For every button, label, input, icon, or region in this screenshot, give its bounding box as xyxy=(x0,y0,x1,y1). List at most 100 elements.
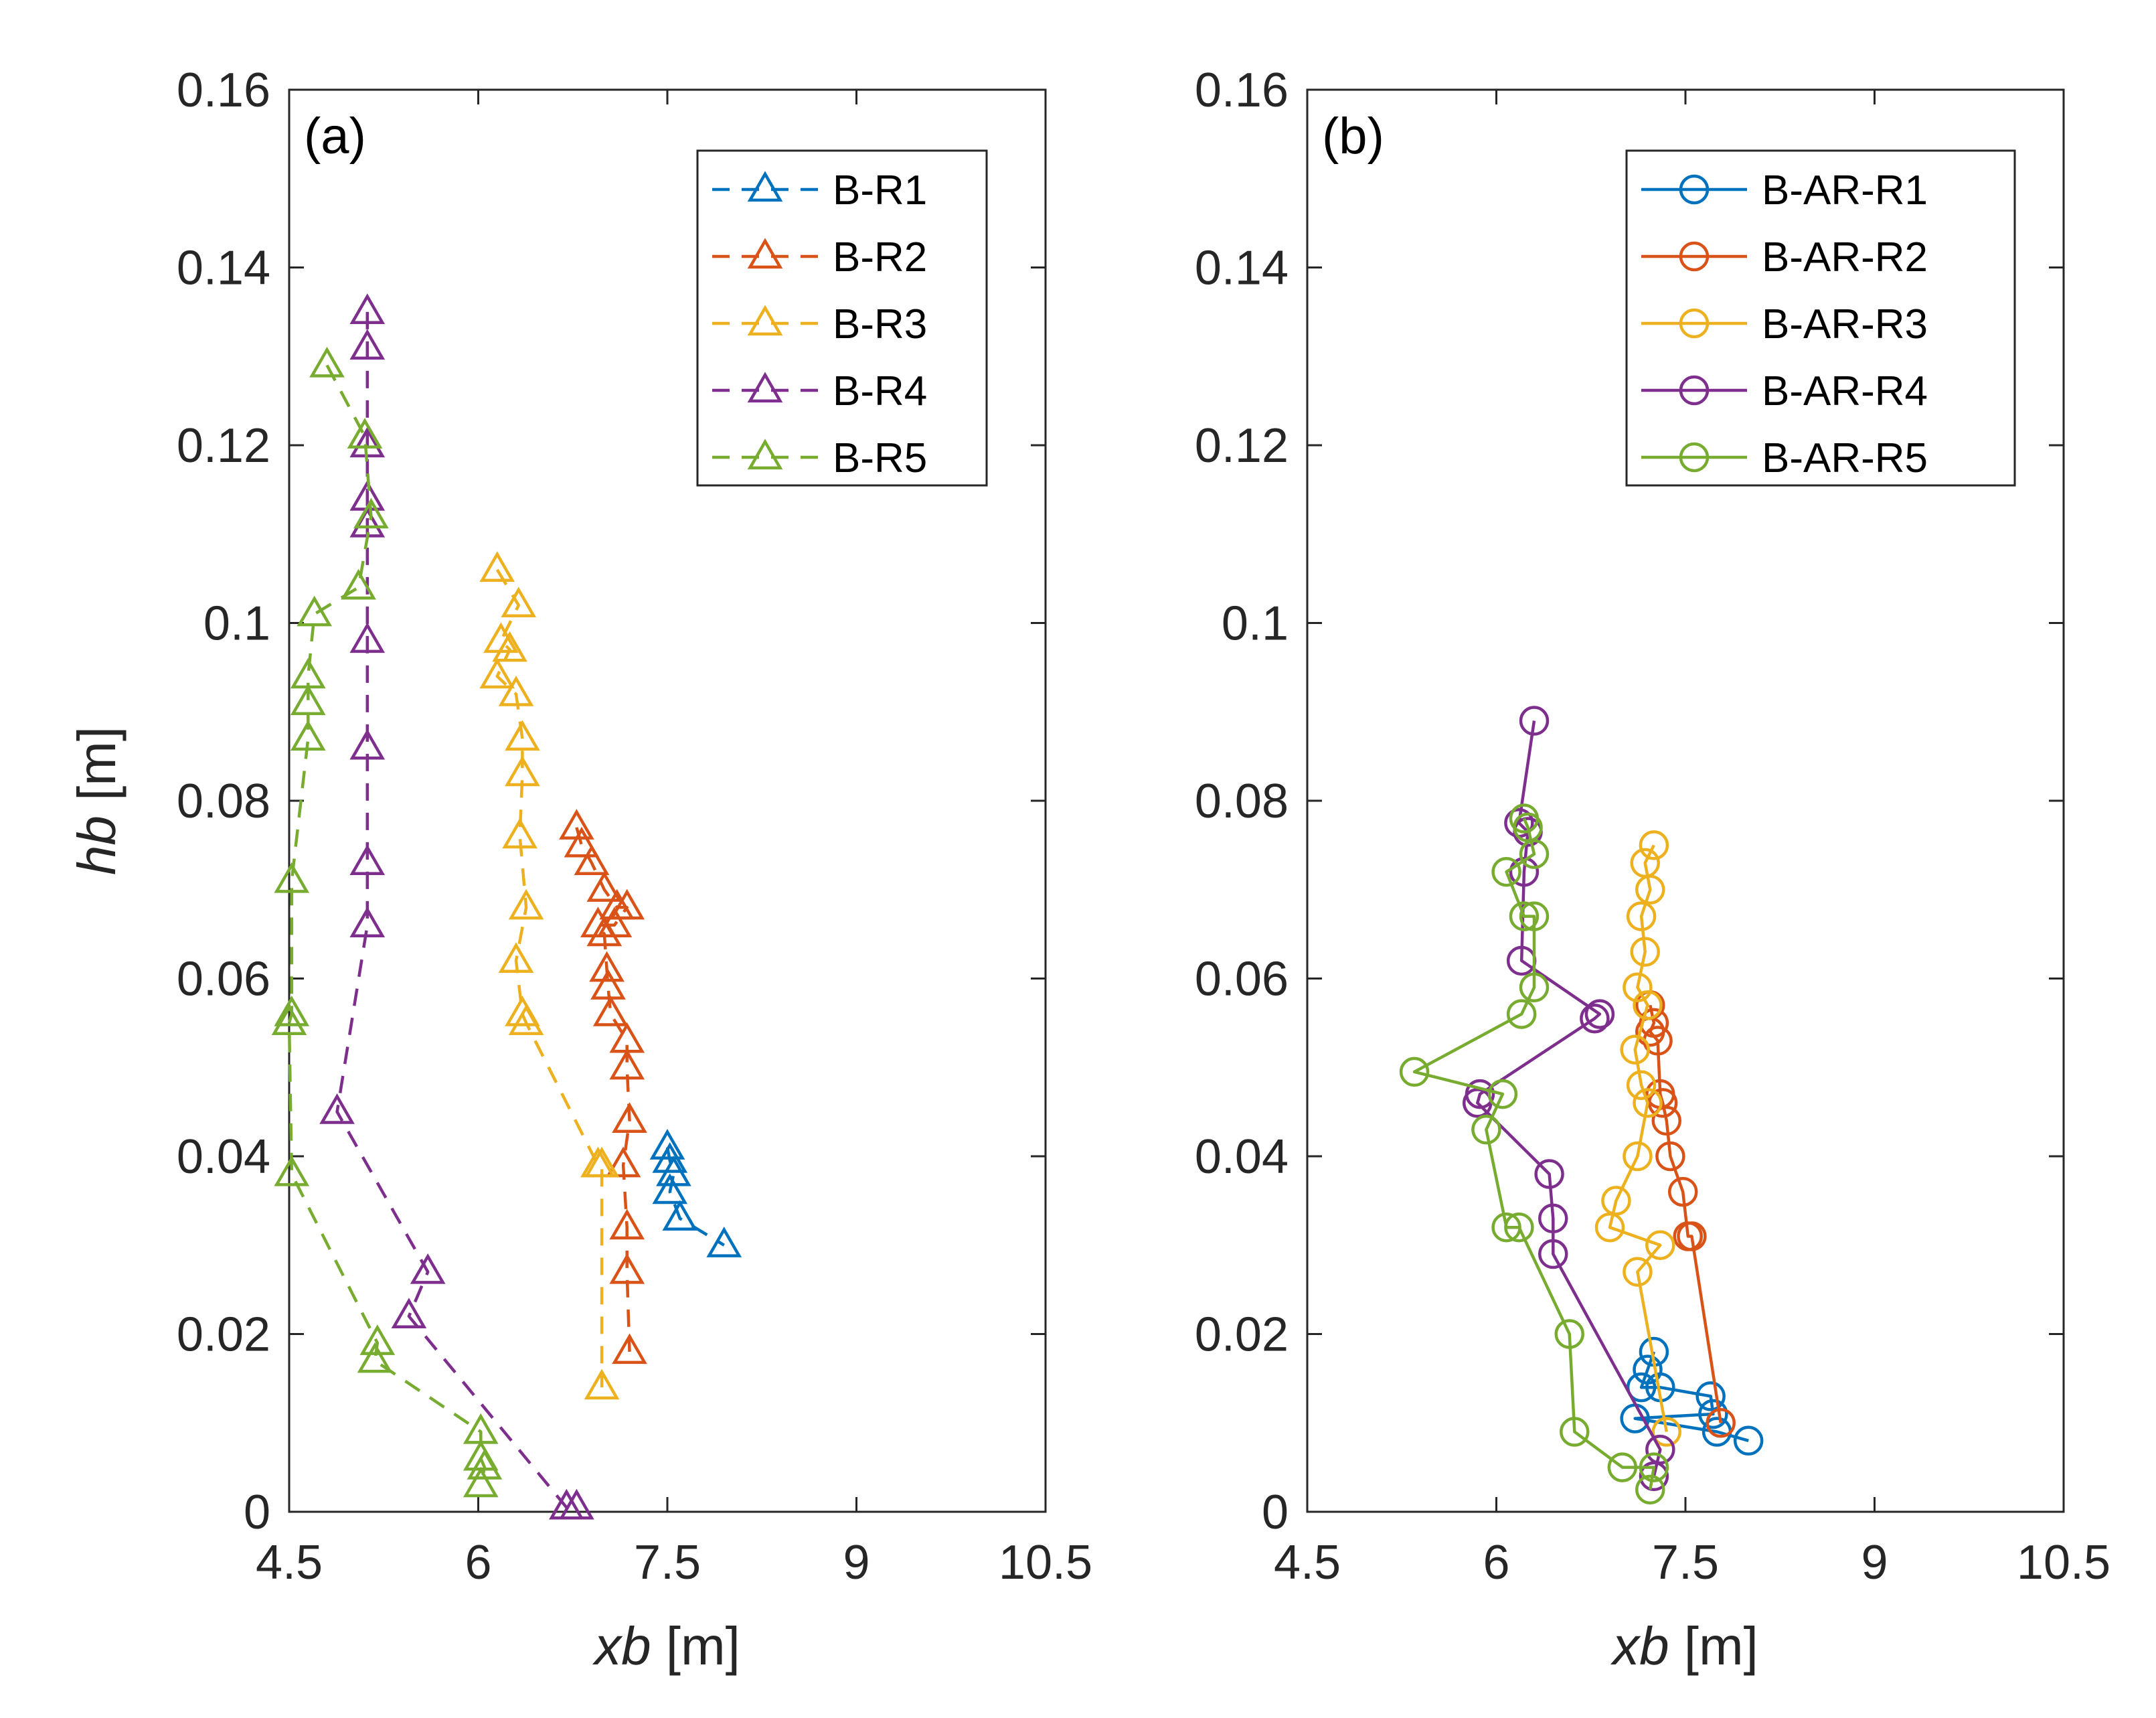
panel-label: (b) xyxy=(1322,108,1384,165)
data-point xyxy=(1584,999,1615,1029)
data-point xyxy=(349,907,386,937)
data-point xyxy=(463,1466,499,1498)
y-tick-label: 0.12 xyxy=(177,419,270,473)
data-point xyxy=(1651,1417,1681,1447)
data-point xyxy=(1639,1452,1669,1482)
data-point xyxy=(574,844,610,876)
data-point xyxy=(1633,1088,1663,1118)
data-point xyxy=(564,826,600,858)
y-tick-label: 0 xyxy=(244,1486,270,1539)
data-point xyxy=(592,995,629,1026)
data-point xyxy=(1639,1461,1669,1492)
legend-box xyxy=(1625,149,2016,487)
data-point xyxy=(1633,990,1663,1020)
y-tick-label: 0.1 xyxy=(203,597,270,651)
data-point xyxy=(1651,1105,1681,1136)
legend-box xyxy=(696,149,988,487)
data-point xyxy=(1623,1141,1653,1172)
y-tick-label: 0.16 xyxy=(1195,64,1289,117)
data-point xyxy=(1733,1425,1764,1456)
data-point xyxy=(1471,1114,1501,1145)
data-point xyxy=(1645,1230,1675,1260)
data-point xyxy=(501,587,537,618)
data-point xyxy=(612,1333,647,1364)
data-point xyxy=(1509,901,1540,931)
data-point xyxy=(1491,1212,1521,1243)
data-point xyxy=(349,844,386,876)
data-point xyxy=(1594,1212,1625,1243)
data-point xyxy=(1560,1417,1590,1447)
data-point xyxy=(612,1102,647,1133)
x-tick-label: 4.5 xyxy=(1274,1536,1341,1589)
data-point xyxy=(1639,830,1669,860)
legend-marker xyxy=(747,372,783,403)
data-point xyxy=(652,1142,688,1173)
data-point xyxy=(1519,972,1550,1003)
data-point xyxy=(1519,706,1550,736)
x-tick-label: 10.5 xyxy=(2017,1536,2110,1589)
legend-marker xyxy=(747,238,783,269)
data-point xyxy=(349,293,386,324)
data-point xyxy=(1554,1319,1584,1349)
data-point xyxy=(1623,1257,1653,1287)
legend: B-AR-R1 B-AR-R2 B-AR-R3 B-AR-R4 B-AR-R5 xyxy=(1625,149,2016,487)
legend-entry: B-R3 xyxy=(833,301,927,347)
data-point xyxy=(479,657,515,689)
legend-entry: B-AR-R2 xyxy=(1762,234,1928,281)
data-point xyxy=(586,871,623,902)
legend-entry: B-R2 xyxy=(833,234,927,281)
y-tick-label: 0.02 xyxy=(177,1308,270,1362)
data-point xyxy=(1509,856,1540,887)
data-point xyxy=(1534,1159,1564,1189)
y-tick-label: 0.1 xyxy=(1222,597,1289,651)
data-point xyxy=(706,1227,742,1257)
data-point xyxy=(349,728,386,760)
data-point xyxy=(341,568,376,600)
data-point xyxy=(498,942,534,973)
x-axis-label: xb [m] xyxy=(592,1616,740,1676)
y-tick-label: 0.04 xyxy=(1195,1130,1289,1184)
y-tick-label: 0.06 xyxy=(177,953,270,1006)
legend-marker xyxy=(747,305,783,336)
x-tick-label: 7.5 xyxy=(1652,1536,1719,1589)
legend-marker xyxy=(1679,442,1710,473)
data-point xyxy=(359,1324,396,1355)
series-B-R3 xyxy=(479,551,620,1400)
legend-marker xyxy=(747,439,783,470)
legend-marker xyxy=(1679,174,1710,205)
x-axis-name: xb xyxy=(592,1616,651,1676)
data-point xyxy=(479,551,515,582)
series-B-AR-R5 xyxy=(1399,803,1669,1505)
data-point xyxy=(1623,972,1653,1003)
data-point xyxy=(1630,937,1660,967)
legend-entry: B-R1 xyxy=(833,167,927,214)
data-point xyxy=(1538,1203,1568,1234)
data-point xyxy=(609,1253,645,1284)
y-tick-label: 0.04 xyxy=(177,1130,270,1184)
y-tick-label: 0.08 xyxy=(1195,775,1289,828)
x-tick-label: 10.5 xyxy=(999,1536,1092,1589)
data-point xyxy=(508,1004,544,1035)
series-B-R2 xyxy=(559,809,647,1364)
data-point xyxy=(1677,1221,1707,1251)
y-tick-label: 0.02 xyxy=(1195,1308,1289,1362)
data-point xyxy=(271,1004,307,1035)
data-point xyxy=(508,888,544,920)
y-tick-label: 0.12 xyxy=(1195,419,1289,473)
data-point xyxy=(662,1200,698,1231)
data-point xyxy=(297,595,333,627)
data-point xyxy=(1698,1399,1728,1429)
data-point xyxy=(1607,1452,1638,1482)
y-tick-label: 0.06 xyxy=(1195,953,1289,1006)
data-point xyxy=(319,1093,355,1124)
data-point xyxy=(586,915,623,947)
data-point xyxy=(609,1048,645,1080)
legend-entry: B-R5 xyxy=(833,435,927,481)
x-tick-label: 9 xyxy=(843,1536,869,1589)
legend-entry: B-R4 xyxy=(833,368,927,414)
data-point xyxy=(353,497,389,529)
data-point xyxy=(274,995,310,1026)
legend-entry: B-AR-R3 xyxy=(1762,301,1928,347)
series-B-R4 xyxy=(319,293,594,1520)
